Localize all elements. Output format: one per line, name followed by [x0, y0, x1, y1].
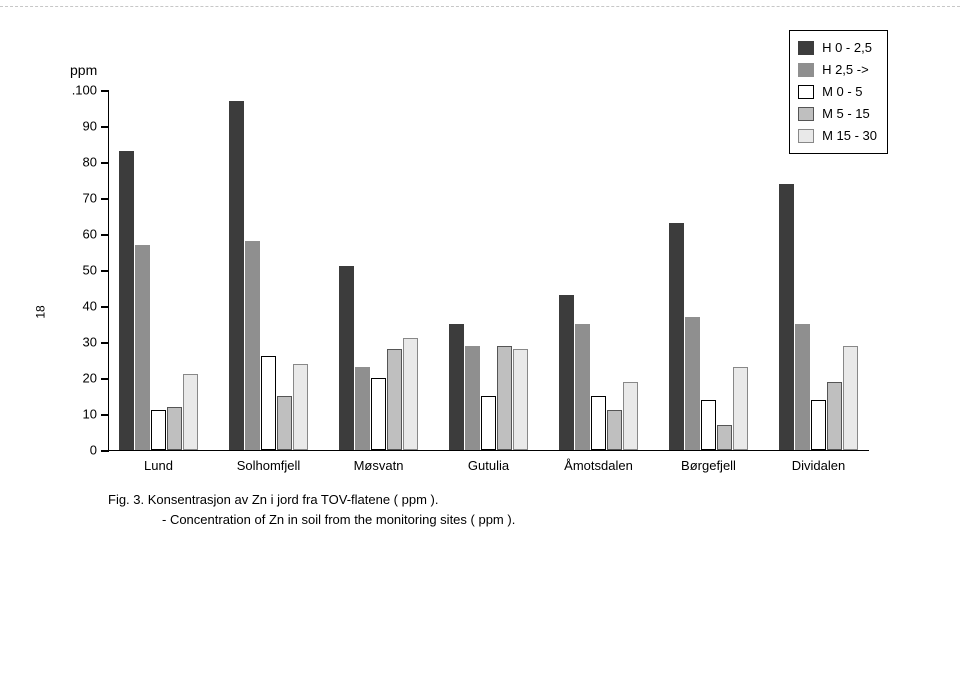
y-tick — [101, 414, 109, 416]
bar — [559, 295, 574, 450]
plot-area: 0102030405060708090.100LundSolhomfjellMø… — [108, 90, 868, 450]
bar — [403, 338, 418, 450]
y-tick-label: 40 — [83, 299, 97, 314]
bar — [733, 367, 748, 450]
y-tick-label: 60 — [83, 227, 97, 242]
bar — [607, 410, 622, 450]
bar — [575, 324, 590, 450]
bar — [183, 374, 198, 450]
y-tick — [101, 90, 109, 92]
bar-group — [449, 324, 528, 450]
bar — [701, 400, 716, 450]
bar — [827, 382, 842, 450]
x-tick-label: Åmotsdalen — [564, 458, 633, 473]
x-tick-label: Møsvatn — [354, 458, 404, 473]
bar — [449, 324, 464, 450]
bar — [135, 245, 150, 450]
bar-group — [779, 184, 858, 450]
x-tick-label: Lund — [144, 458, 173, 473]
caption-line-2: - Concentration of Zn in soil from the m… — [162, 510, 515, 530]
bar — [465, 346, 480, 450]
legend-item: M 5 - 15 — [798, 103, 877, 125]
x-tick-label: Gutulia — [468, 458, 509, 473]
legend-swatch — [798, 85, 814, 99]
y-axis-unit-label: ppm — [70, 62, 97, 78]
page-number-side: 18 — [34, 305, 48, 318]
bar-group — [339, 266, 418, 450]
legend-item: M 15 - 30 — [798, 125, 877, 147]
scan-noise-top — [0, 6, 960, 7]
y-tick — [101, 270, 109, 272]
y-tick-label: 10 — [83, 407, 97, 422]
bar — [151, 410, 166, 450]
y-tick-label: 0 — [90, 443, 97, 458]
bar — [339, 266, 354, 450]
legend-label: H 0 - 2,5 — [822, 37, 872, 59]
bar — [623, 382, 638, 450]
axes: 0102030405060708090.100LundSolhomfjellMø… — [108, 90, 869, 451]
y-tick — [101, 126, 109, 128]
bar — [481, 396, 496, 450]
bar — [685, 317, 700, 450]
legend-item: H 2,5 -> — [798, 59, 877, 81]
bar — [779, 184, 794, 450]
bar — [795, 324, 810, 450]
caption-line-1: Konsentrasjon av Zn i jord fra TOV-flate… — [148, 492, 439, 507]
y-tick — [101, 198, 109, 200]
bar — [669, 223, 684, 450]
legend-swatch — [798, 129, 814, 143]
figure-caption: Fig. 3. Konsentrasjon av Zn i jord fra T… — [108, 490, 515, 530]
bar-group — [119, 151, 198, 450]
bar — [513, 349, 528, 450]
legend-swatch — [798, 41, 814, 55]
legend-label: M 15 - 30 — [822, 125, 877, 147]
bar — [811, 400, 826, 450]
bar-group — [229, 101, 308, 450]
legend: H 0 - 2,5H 2,5 ->M 0 - 5M 5 - 15M 15 - 3… — [789, 30, 888, 154]
legend-label: M 0 - 5 — [822, 81, 862, 103]
y-tick — [101, 378, 109, 380]
y-tick — [101, 162, 109, 164]
y-tick-label: .100 — [72, 83, 97, 98]
bar — [355, 367, 370, 450]
bar — [591, 396, 606, 450]
y-tick-label: 50 — [83, 263, 97, 278]
bar — [387, 349, 402, 450]
bar — [843, 346, 858, 450]
legend-swatch — [798, 63, 814, 77]
legend-label: M 5 - 15 — [822, 103, 870, 125]
bar — [497, 346, 512, 450]
y-tick — [101, 342, 109, 344]
x-tick-label: Solhomfjell — [237, 458, 301, 473]
bar-group — [669, 223, 748, 450]
bar — [261, 356, 276, 450]
caption-fig-number: Fig. 3. — [108, 492, 144, 507]
x-tick-label: Børgefjell — [681, 458, 736, 473]
bar — [229, 101, 244, 450]
bar — [717, 425, 732, 450]
y-tick-label: 20 — [83, 371, 97, 386]
y-tick-label: 90 — [83, 119, 97, 134]
x-tick-label: Dividalen — [792, 458, 845, 473]
bar — [293, 364, 308, 450]
legend-swatch — [798, 107, 814, 121]
y-tick — [101, 306, 109, 308]
bar — [119, 151, 134, 450]
y-tick-label: 70 — [83, 191, 97, 206]
figure: ppm 18 0102030405060708090.100LundSolhom… — [70, 90, 890, 450]
legend-item: H 0 - 2,5 — [798, 37, 877, 59]
y-tick-label: 30 — [83, 335, 97, 350]
bar-group — [559, 295, 638, 450]
bar — [167, 407, 182, 450]
y-tick-label: 80 — [83, 155, 97, 170]
bar — [245, 241, 260, 450]
y-tick — [101, 234, 109, 236]
bar — [371, 378, 386, 450]
legend-label: H 2,5 -> — [822, 59, 869, 81]
bar — [277, 396, 292, 450]
legend-item: M 0 - 5 — [798, 81, 877, 103]
y-tick — [101, 450, 109, 452]
